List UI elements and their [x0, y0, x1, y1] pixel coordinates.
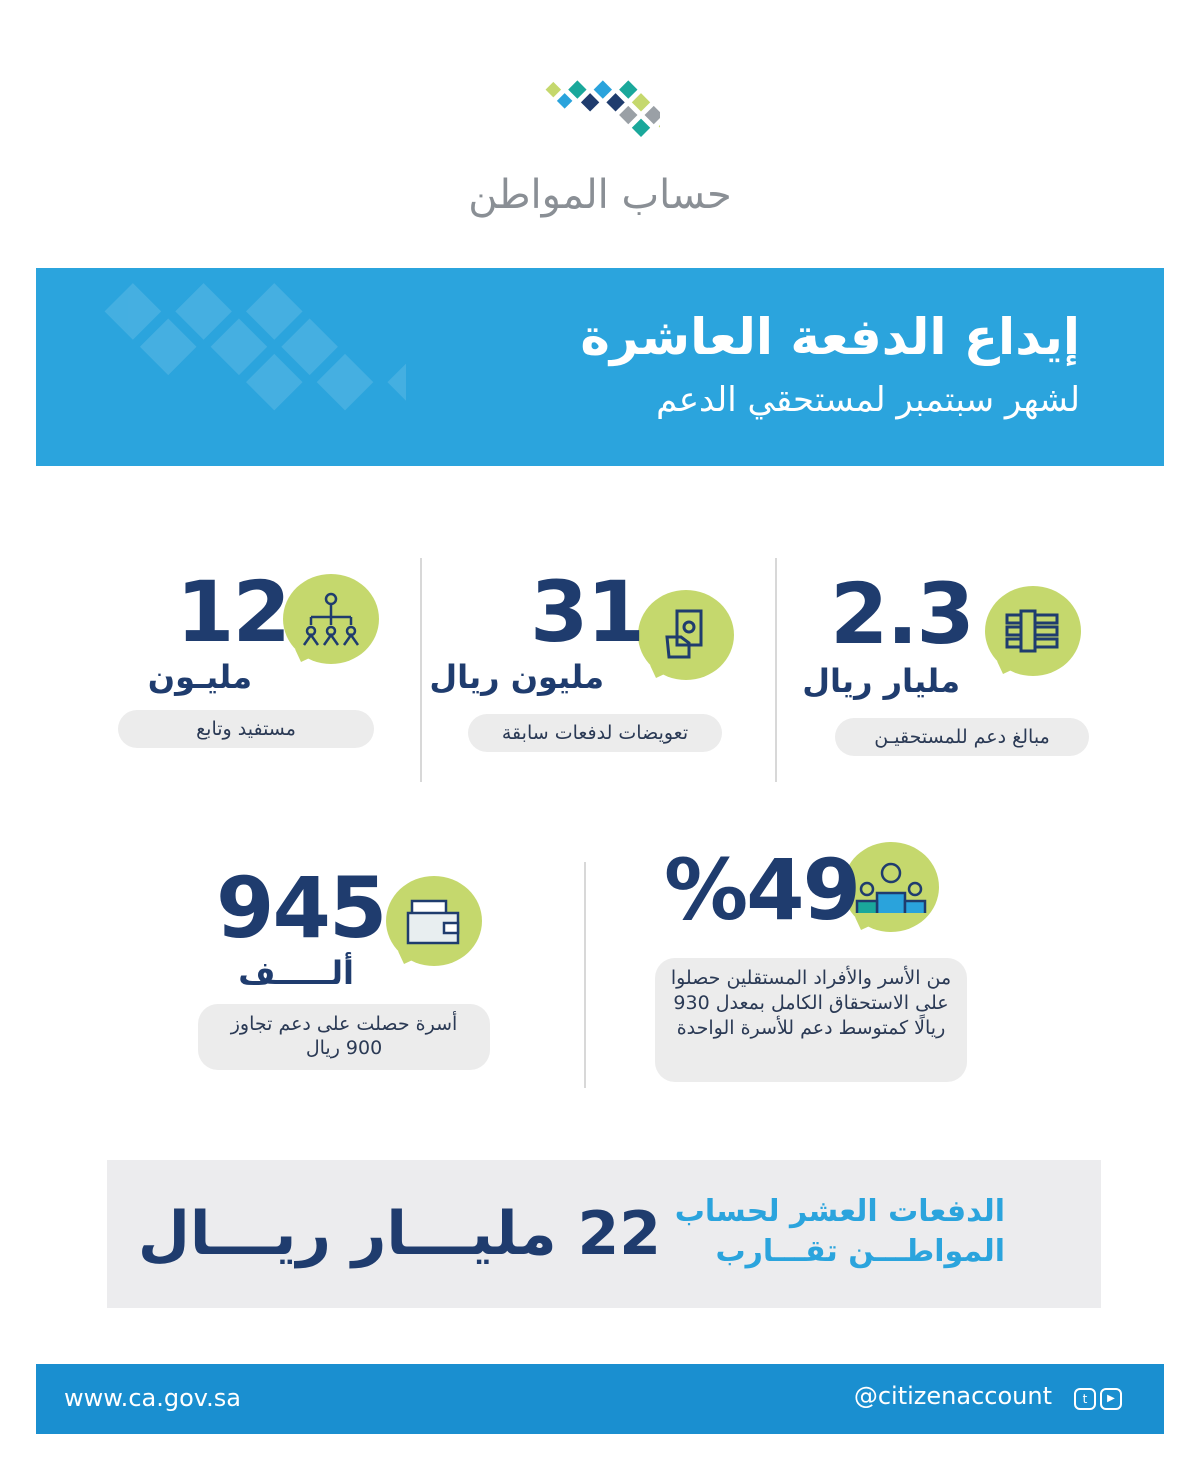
footer: www.ca.gov.sa @citizenaccount t ▶: [36, 1364, 1164, 1434]
divider: [775, 558, 777, 782]
stat-value: 2.3: [830, 565, 975, 663]
stat-label: مستفيد وتابع: [118, 710, 374, 748]
stat-value: 31: [530, 563, 645, 661]
banner-subtitle: لشهر سبتمبر لمستحقي الدعم: [656, 380, 1080, 420]
wallet-icon: [386, 876, 482, 966]
banner-title: إيداع الدفعة العاشرة: [580, 308, 1080, 366]
stat-value: 12: [176, 563, 291, 661]
stat-value: 945: [216, 859, 387, 957]
title-banner: إيداع الدفعة العاشرة لشهر سبتمبر لمستحقي…: [36, 268, 1164, 466]
twitter-icon[interactable]: t: [1074, 1388, 1096, 1410]
divider: [584, 862, 586, 1088]
money-stack-icon: [985, 586, 1081, 676]
total-caption-line1: الدفعات العشر لحساب: [674, 1194, 1005, 1229]
stat-unit: ألـــــف: [238, 954, 354, 992]
total-summary: الدفعات العشر لحساب المواطـــن تقـــارب …: [107, 1160, 1101, 1308]
stat-label: من الأسر والأفراد المستقلين حصلوا على ال…: [655, 958, 967, 1082]
divider: [420, 558, 422, 782]
stat-unit: مليـون: [147, 658, 252, 696]
stat-value: %49: [664, 841, 861, 939]
stat-label: مبالغ دعم للمستحقيـن: [835, 718, 1089, 756]
stat-unit: مليار ريال: [802, 662, 960, 700]
hand-cash-icon: [638, 590, 734, 680]
hierarchy-people-icon: [283, 574, 379, 664]
logo-text: حساب المواطن: [468, 172, 732, 218]
stat-unit: مليون ريال: [429, 658, 604, 696]
social-handle[interactable]: @citizenaccount: [853, 1382, 1052, 1410]
total-amount: 22 مليـــار ريـــال: [137, 1199, 661, 1269]
banner-pattern-icon: [104, 283, 406, 411]
total-caption-line2: المواطـــن تقـــارب: [715, 1234, 1005, 1269]
youtube-icon[interactable]: ▶: [1100, 1388, 1122, 1410]
stat-label: أسرة حصلت على دعم تجاوز 900 ريال: [198, 1004, 490, 1070]
website-link[interactable]: www.ca.gov.sa: [64, 1384, 241, 1412]
total-caption: الدفعات العشر لحساب المواطـــن تقـــارب: [674, 1192, 1005, 1272]
stat-label: تعويضات لدفعات سابقة: [468, 714, 722, 752]
family-icon: [843, 842, 939, 932]
logo-mark-icon: [545, 80, 660, 137]
